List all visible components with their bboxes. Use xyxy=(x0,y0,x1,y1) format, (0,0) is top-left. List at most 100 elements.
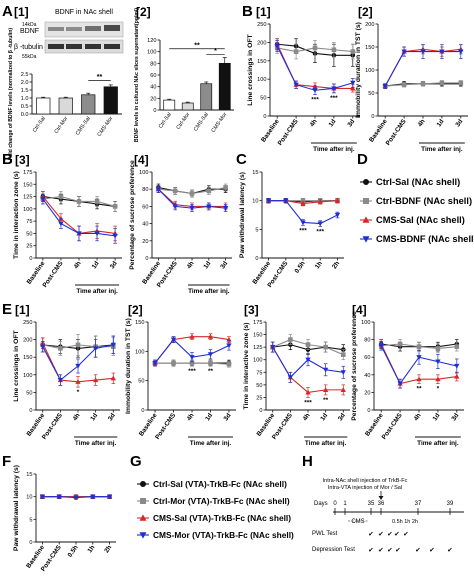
x-tick-label: 2h xyxy=(331,260,341,270)
x-tick-label: 4h xyxy=(413,412,423,422)
data-point xyxy=(189,360,195,366)
data-point xyxy=(416,376,422,382)
data-point xyxy=(454,373,460,379)
y-tick-label: 2.0 xyxy=(21,80,29,86)
data-point xyxy=(207,333,214,339)
data-point xyxy=(293,49,299,54)
data-point xyxy=(155,187,162,192)
legend-label: Ctrl-Sal (VTA)-TrkB-Fc (NAc shell) xyxy=(153,479,287,489)
x-tick-label: Ctrl-Sal xyxy=(158,112,173,130)
data-point xyxy=(208,360,213,366)
panel-label-B2: [2] xyxy=(358,5,373,19)
x-group-label: Time after inj. xyxy=(417,440,459,447)
legend-marker xyxy=(363,179,369,185)
legend-label: CMS-BDNF (NAc shell) xyxy=(376,234,474,244)
sig-annotation: * xyxy=(77,389,80,396)
legend-D: Ctrl-Sal (NAc shell) Ctrl-BDNF (NAc shell… xyxy=(360,177,474,244)
x-tick-label: 4h xyxy=(186,412,196,422)
wb-tubulin-band-box xyxy=(44,39,124,54)
y-axis-label: Paw withdrawal latency (s) xyxy=(239,172,246,258)
chart-A2: 0 20 40 60 80 100 120 BDNF levels in cultured N… xyxy=(134,8,234,142)
y-tick-label: 200 xyxy=(23,338,32,344)
y-tick-label: 2.5 xyxy=(21,72,29,78)
timeline-H: Intra-NAc shell injection of TrkB-Fc Int… xyxy=(312,478,464,554)
data-point xyxy=(288,337,293,342)
series xyxy=(270,341,346,383)
x-tick-label: 1d xyxy=(202,260,212,270)
y-axis-label: Time in interactive zone (s) xyxy=(243,322,250,409)
sig-annotation: ** xyxy=(208,368,214,375)
x-tick-label: 2h xyxy=(103,544,113,554)
legend-marker xyxy=(363,198,369,204)
check-mark: ✔ xyxy=(415,547,421,554)
panel-label-B1: [1] xyxy=(256,5,271,19)
legend-label: Ctrl-Sal (NAc shell) xyxy=(376,177,460,187)
data-point xyxy=(340,387,346,392)
x-tick-label: 3d xyxy=(450,412,460,422)
data-point xyxy=(222,206,229,211)
wb-tubulin-band xyxy=(85,44,101,49)
legend-marker xyxy=(140,498,146,504)
series xyxy=(40,335,116,386)
series xyxy=(265,198,341,227)
wb-bdnf-band xyxy=(66,27,82,31)
data-point xyxy=(420,81,426,87)
data-point xyxy=(189,333,195,339)
data-point xyxy=(58,221,64,227)
legend-marker xyxy=(139,532,147,539)
bar xyxy=(58,97,73,115)
timeline-day-36: 36 xyxy=(378,501,385,507)
data-point xyxy=(170,337,177,343)
data-point xyxy=(300,200,306,206)
series xyxy=(40,193,118,244)
check-mark: ✔ xyxy=(395,547,401,554)
check-mark: ✔ xyxy=(368,547,374,554)
legend-item: CMS-Mor (VTA)-TrkB-Fc (NAc shell) xyxy=(137,530,294,540)
y-axis-label: Percentage of sucrose preference xyxy=(351,311,358,421)
data-point xyxy=(420,49,426,55)
bar xyxy=(81,94,96,115)
panel-label-E4: [4] xyxy=(352,303,367,317)
y-tick-label: 50 xyxy=(26,231,32,237)
data-point xyxy=(189,191,195,196)
legend-marker xyxy=(139,514,147,521)
x-group-label: Time after inj. xyxy=(305,440,347,447)
y-tick-label: 100 xyxy=(365,68,374,74)
data-point xyxy=(340,370,346,376)
check-mark: ✔ xyxy=(378,547,384,554)
legend-item: Ctrl-Sal (VTA)-TrkB-Fc (NAc shell) xyxy=(137,479,287,489)
y-tick-label: 150 xyxy=(365,45,374,51)
y-tick-label: 150 xyxy=(23,355,32,361)
y-tick-label: 100 xyxy=(257,77,266,83)
timeline-header-1: Intra-NAc shell injection of TrkB-Fc xyxy=(323,478,408,484)
panel-label-C: C xyxy=(236,151,247,168)
y-tick-label: 15 xyxy=(26,472,32,478)
data-point xyxy=(172,204,178,210)
data-point xyxy=(305,357,311,363)
x-tick-label: 1d xyxy=(436,118,446,128)
y-tick-label: 25 xyxy=(26,244,32,250)
x-tick-label: 0.5h xyxy=(67,544,80,559)
y-tick-label: 100 xyxy=(23,373,32,379)
y-axis-label: Immobility duration in TST (s) xyxy=(125,318,132,414)
x-tick-label: 3d xyxy=(223,412,233,422)
legend-item: Ctrl-Mor (VTA)-TrkB-Fc (NAc shell) xyxy=(137,496,290,506)
y-tick-label: 40 xyxy=(150,85,156,91)
western-blot: 14kDa BDNF in NAc shell BDNF β -tubulin … xyxy=(14,9,124,60)
y-tick-label: 20 xyxy=(142,239,148,245)
data-point xyxy=(378,343,384,349)
sig-annotation: *** xyxy=(316,228,324,235)
y-tick-label: 150 xyxy=(253,333,262,339)
data-point xyxy=(317,221,323,227)
x-tick-label: CMS-Mor xyxy=(210,112,228,134)
y-tick-label: 125 xyxy=(23,195,32,201)
data-point xyxy=(58,346,63,351)
wb-bdnf-band xyxy=(104,25,120,31)
bar xyxy=(103,86,118,115)
panel-label-A1: [1] xyxy=(14,5,29,19)
